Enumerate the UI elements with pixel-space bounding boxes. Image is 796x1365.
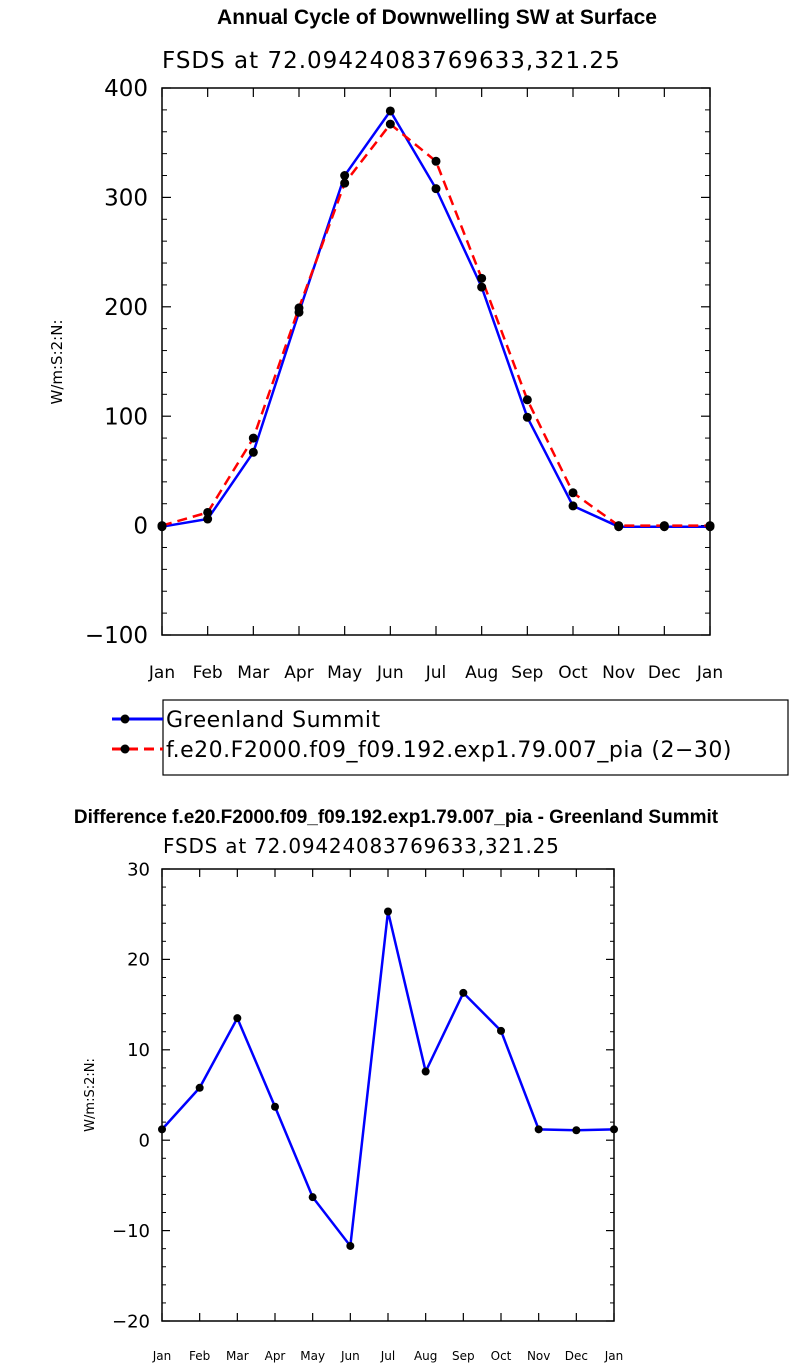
x-tick-label: Jan [604,1349,624,1363]
x-tick-label: Dec [648,663,681,683]
y-tick-label: 10 [127,1040,150,1061]
data-point [271,1102,279,1111]
data-point [568,488,578,498]
data-point [294,303,304,313]
data-point [195,1083,204,1092]
y-tick-label: 30 [127,859,150,880]
x-tick-label: Jan [148,663,175,683]
chart-subtitle: FSDS at 72.09424083769633,321.25 [162,48,621,74]
data-point [431,184,441,194]
x-tick-label: Feb [189,1349,210,1363]
data-point [340,178,350,188]
data-point [522,395,532,405]
x-tick-label: Aug [414,1349,437,1363]
legend-box [162,699,789,776]
x-tick-label: Jun [376,663,404,683]
y-tick-label: 100 [104,404,148,430]
data-point [614,521,624,531]
series-layer [158,907,618,1250]
data-point [431,156,441,166]
x-tick-label: Apr [284,663,313,683]
y-tick-label: −10 [112,1221,150,1242]
data-point [384,907,392,916]
x-tick-label: May [300,1349,325,1363]
data-point [233,1014,242,1023]
data-point [248,433,258,443]
data-point [568,501,578,511]
legend-label-pia-experiment: f.e20.F2000.f09_f09.192.exp1.79.007_pia … [166,738,732,763]
x-tick-label: Jan [152,1349,172,1363]
x-tick-label: Jan [696,663,723,683]
data-point [497,1026,505,1035]
y-tick-label: 0 [133,514,148,540]
y-tick-label: 0 [139,1131,150,1152]
y-axis-label: W/m:S:2:N: [48,320,66,405]
data-point [705,521,715,531]
x-tick-label: Mar [237,663,269,683]
data-point [157,521,167,531]
chart-subtitle: FSDS at 72.09424083769633,321.25 [163,834,560,858]
data-point [610,1125,618,1134]
x-tick-label: Mar [226,1349,249,1363]
series-layer [157,106,715,532]
legend: Greenland Summit f.e20.F2000.f09_f09.192… [112,699,789,776]
x-tick-label: Nov [527,1349,550,1363]
annual-cycle-chart: Annual Cycle of Downwelling SW at Surfac… [48,6,723,683]
plot-frame [161,87,711,636]
x-tick-label: Jun [340,1349,360,1363]
axis-ticks: Jan Feb Mar Apr May Jun Jul Aug Sep Oct Nov Dec Jan−… [85,76,723,683]
chart-title: Difference f.e20.F2000.f09_f09.192.exp1.… [74,807,719,828]
x-tick-label: Apr [265,1349,286,1363]
data-point [477,282,487,292]
data-point [534,1125,543,1134]
y-axis-label: W/m:S:2:N: [83,1058,98,1132]
axis-ticks: Jan Feb Mar Apr May Jun Jul Aug Sep Oct Nov Dec Jan −… [112,859,623,1363]
data-point [203,507,213,517]
x-tick-label: Sep [452,1349,475,1363]
legend-marker [120,744,130,754]
x-tick-label: Dec [565,1349,588,1363]
x-tick-label: Sep [511,663,543,683]
legend-label-greenland-summit: Greenland Summit [166,708,381,733]
difference-chart: Difference f.e20.F2000.f09_f09.192.exp1.… [74,807,719,1363]
series-line [161,108,710,528]
data-point [421,1067,430,1076]
x-tick-label: May [327,663,362,683]
x-tick-label: Feb [193,663,223,683]
data-point [340,171,350,181]
data-point [203,514,213,524]
legend-marker [120,714,130,724]
series-line [161,911,615,1250]
data-point [346,1241,355,1250]
data-point [572,1126,581,1135]
y-tick-label: 20 [127,950,150,971]
data-point [659,521,669,531]
data-point [385,119,395,129]
data-point [158,1125,166,1134]
data-point [308,1193,317,1202]
y-tick-label: −100 [85,623,148,649]
x-tick-label: Jul [425,663,447,683]
data-point [459,988,468,997]
x-tick-label: Aug [465,663,498,683]
data-point [522,412,532,422]
data-point [477,273,487,283]
x-tick-label: Oct [491,1349,512,1363]
y-tick-label: −20 [112,1311,150,1332]
data-point [385,106,395,116]
plot-frame [161,868,615,1322]
data-point [248,447,258,457]
x-tick-label: Nov [602,663,635,683]
y-tick-label: 400 [104,76,148,102]
y-tick-label: 300 [104,185,148,211]
chart-title: Annual Cycle of Downwelling SW at Surfac… [217,6,657,29]
x-tick-label: Oct [558,663,588,683]
x-tick-label: Jul [380,1349,395,1363]
y-tick-label: 200 [104,295,148,321]
